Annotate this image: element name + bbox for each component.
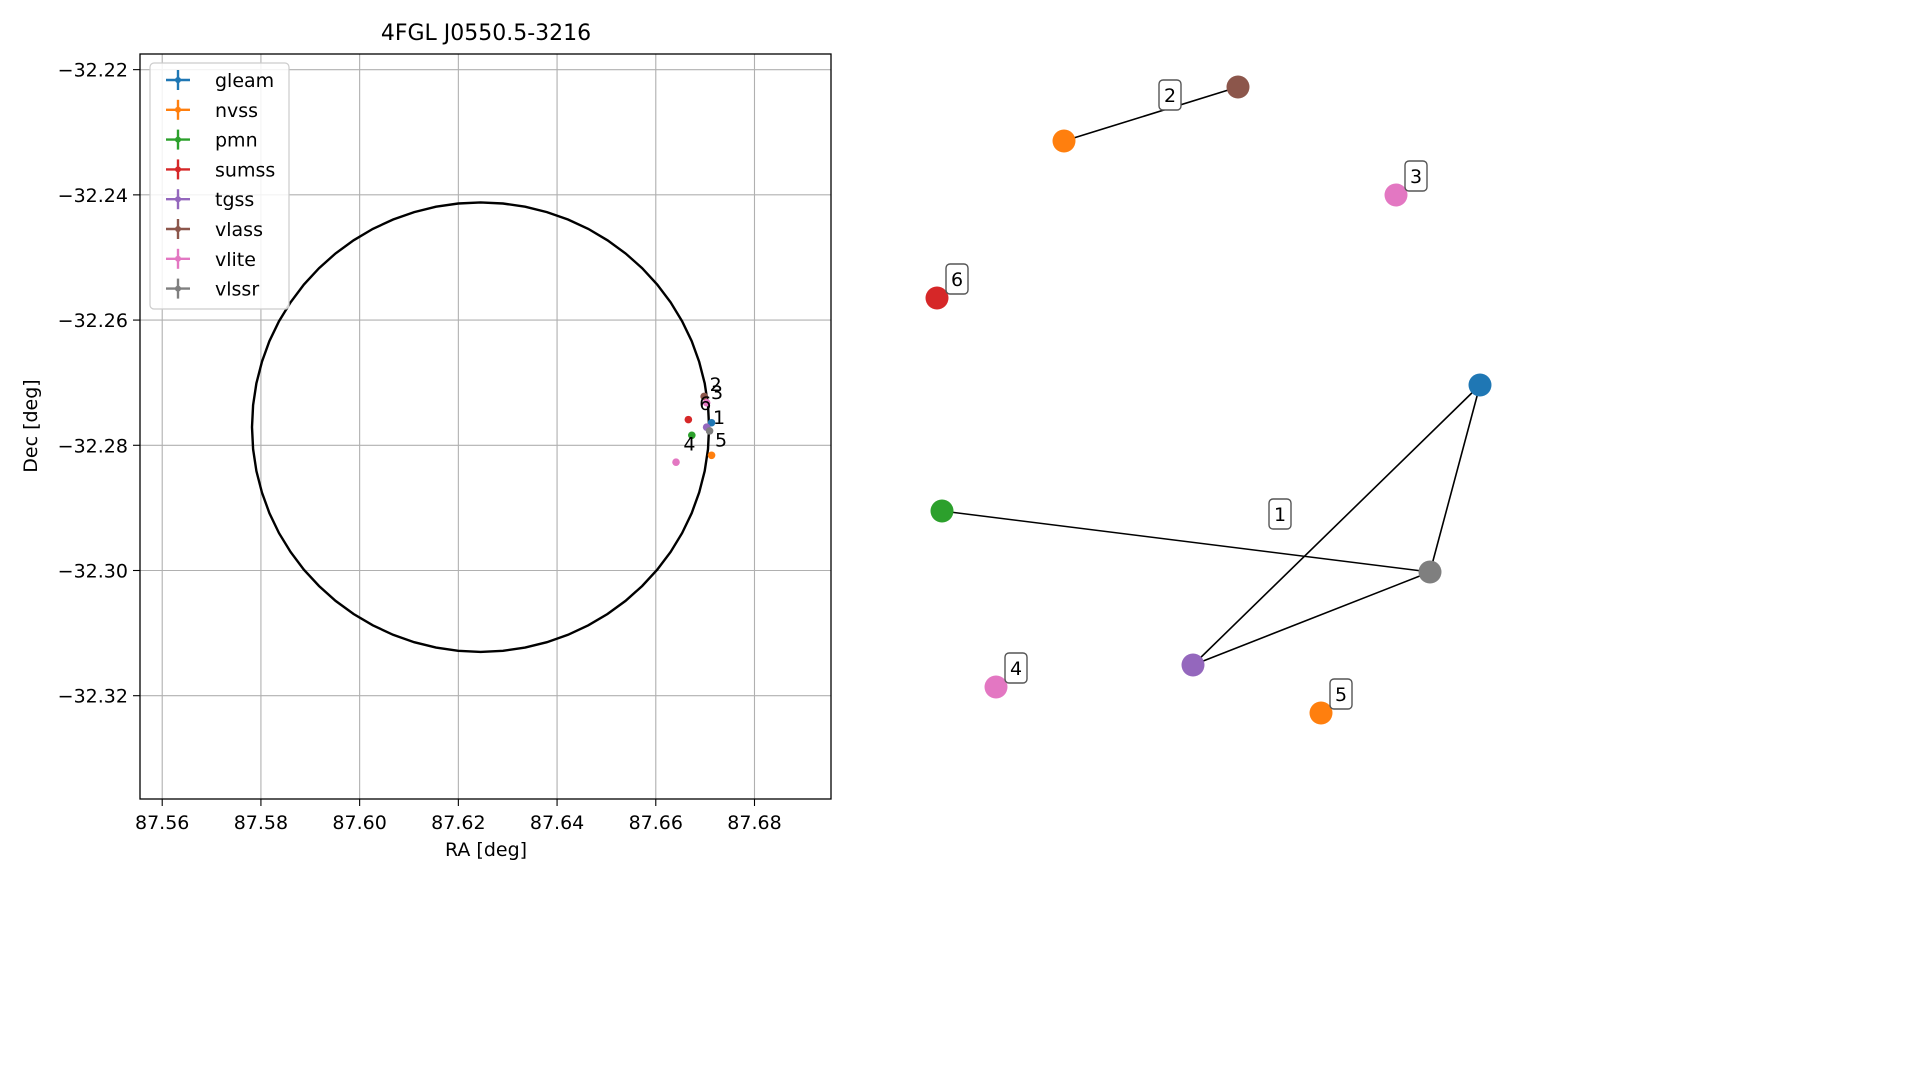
y-axis-label: Dec [deg] — [20, 379, 42, 472]
vlssr-legend-marker — [175, 285, 181, 292]
gleam-legend-marker — [175, 77, 181, 83]
legend-label-sumss: sumss — [215, 159, 275, 181]
network-label-box — [945, 263, 969, 295]
point-annotation: 1 — [713, 407, 725, 429]
sumss-point — [684, 415, 693, 424]
point-annotation: 5 — [715, 430, 727, 452]
edge-pmn-vlssr — [941, 510, 1431, 573]
node-vlass — [1226, 75, 1250, 99]
y-tick-label: −32.22 — [58, 60, 128, 82]
y-tick-label: −32.30 — [58, 560, 128, 582]
network-label: 2 — [1164, 85, 1176, 107]
network-label-box — [1404, 160, 1428, 192]
network-label-box — [1004, 652, 1028, 684]
edge-gleam-tgss — [1192, 384, 1481, 666]
network-edges — [941, 86, 1481, 666]
vlass-point — [700, 392, 708, 401]
y-tick-label: −32.24 — [58, 185, 128, 207]
network-label-box — [1158, 79, 1182, 111]
legend-label-vlass: vlass — [215, 219, 263, 241]
legend-items: gleam nvss pmn sumss tgss vlass vlite vlssr — [166, 70, 275, 301]
legend-box — [149, 62, 290, 310]
network-label: 5 — [1335, 684, 1347, 706]
nvss-point — [707, 451, 716, 460]
x-tick-label: 87.66 — [629, 812, 683, 834]
legend-label-pmn: pmn — [215, 130, 258, 152]
match-network: 2 3 6 1 4 5 — [925, 75, 1492, 725]
data-points — [672, 392, 716, 466]
point-annotations: 1 23 4 56 — [683, 374, 727, 455]
point-annotation: 6 — [699, 393, 711, 415]
axes-frame — [139, 53, 832, 800]
node-tgss — [1181, 653, 1205, 677]
x-tick-label: 87.68 — [727, 812, 781, 834]
legend-label-vlssr: vlssr — [215, 279, 259, 301]
sky-plot: 4FGL J0550.5-3216 1 23 4 56 87.56 87.58 87.60… — [20, 21, 832, 861]
point-annotation: 4 — [683, 433, 695, 455]
node-pmn — [930, 499, 954, 523]
x-axis-ticks: 87.56 87.58 87.60 87.62 87.64 87.66 87.68 — [135, 799, 782, 834]
legend: gleam nvss pmn sumss tgss vlass vlite vlssr — [149, 62, 290, 310]
network-label: 6 — [951, 269, 963, 291]
vlssr-point — [705, 427, 714, 435]
vlite-point — [672, 458, 680, 466]
x-tick-label: 87.60 — [332, 812, 386, 834]
edge-nvss-a-vlass — [1063, 86, 1239, 142]
x-tick-label: 87.64 — [530, 812, 584, 834]
legend-label-nvss: nvss — [215, 100, 258, 122]
node-nvss-a — [1052, 129, 1076, 153]
network-nodes — [925, 75, 1492, 725]
legend-label-gleam: gleam — [215, 70, 274, 92]
network-label: 3 — [1410, 166, 1422, 188]
sumss-legend-marker — [175, 166, 181, 173]
nvss-legend-marker — [175, 106, 181, 113]
y-axis-ticks: −32.22 −32.24 −32.26 −32.28 −32.30 −32.32 — [58, 60, 140, 708]
error-ellipse — [250, 201, 711, 654]
x-tick-label: 87.58 — [234, 812, 288, 834]
point-annotation: 3 — [711, 382, 723, 404]
network-label-box — [1268, 498, 1292, 530]
node-vlite-a — [1384, 183, 1408, 207]
gleam-point — [707, 418, 716, 427]
node-vlite-b — [984, 675, 1008, 699]
tgss-legend-marker — [175, 196, 181, 203]
legend-label-vlite: vlite — [215, 249, 256, 271]
edge-tgss-vlssr — [1192, 571, 1431, 666]
network-label-box — [1329, 678, 1353, 710]
y-tick-label: −32.26 — [58, 310, 128, 332]
network-label: 4 — [1010, 658, 1022, 680]
x-axis-label: RA [deg] — [445, 839, 527, 861]
x-tick-label: 87.62 — [431, 812, 485, 834]
grid — [140, 54, 831, 799]
network-labels: 2 3 6 1 4 5 — [945, 79, 1428, 710]
y-tick-label: −32.32 — [58, 686, 128, 708]
y-tick-label: −32.28 — [58, 435, 128, 457]
chart-title: 4FGL J0550.5-3216 — [381, 21, 591, 46]
node-gleam — [1468, 373, 1492, 397]
node-vlssr — [1418, 560, 1442, 584]
vlass-legend-marker — [175, 226, 181, 232]
pmn-point — [688, 431, 696, 440]
node-nvss-b — [1309, 701, 1333, 725]
vlite-point — [702, 398, 711, 407]
legend-label-tgss: tgss — [215, 189, 254, 211]
vlite-legend-marker — [175, 255, 181, 262]
node-sumss — [925, 286, 949, 310]
pmn-legend-marker — [175, 136, 181, 143]
point-annotation: 2 — [710, 374, 722, 396]
x-tick-label: 87.56 — [135, 812, 189, 834]
edge-gleam-vlssr — [1429, 384, 1481, 573]
network-label: 1 — [1274, 504, 1286, 526]
